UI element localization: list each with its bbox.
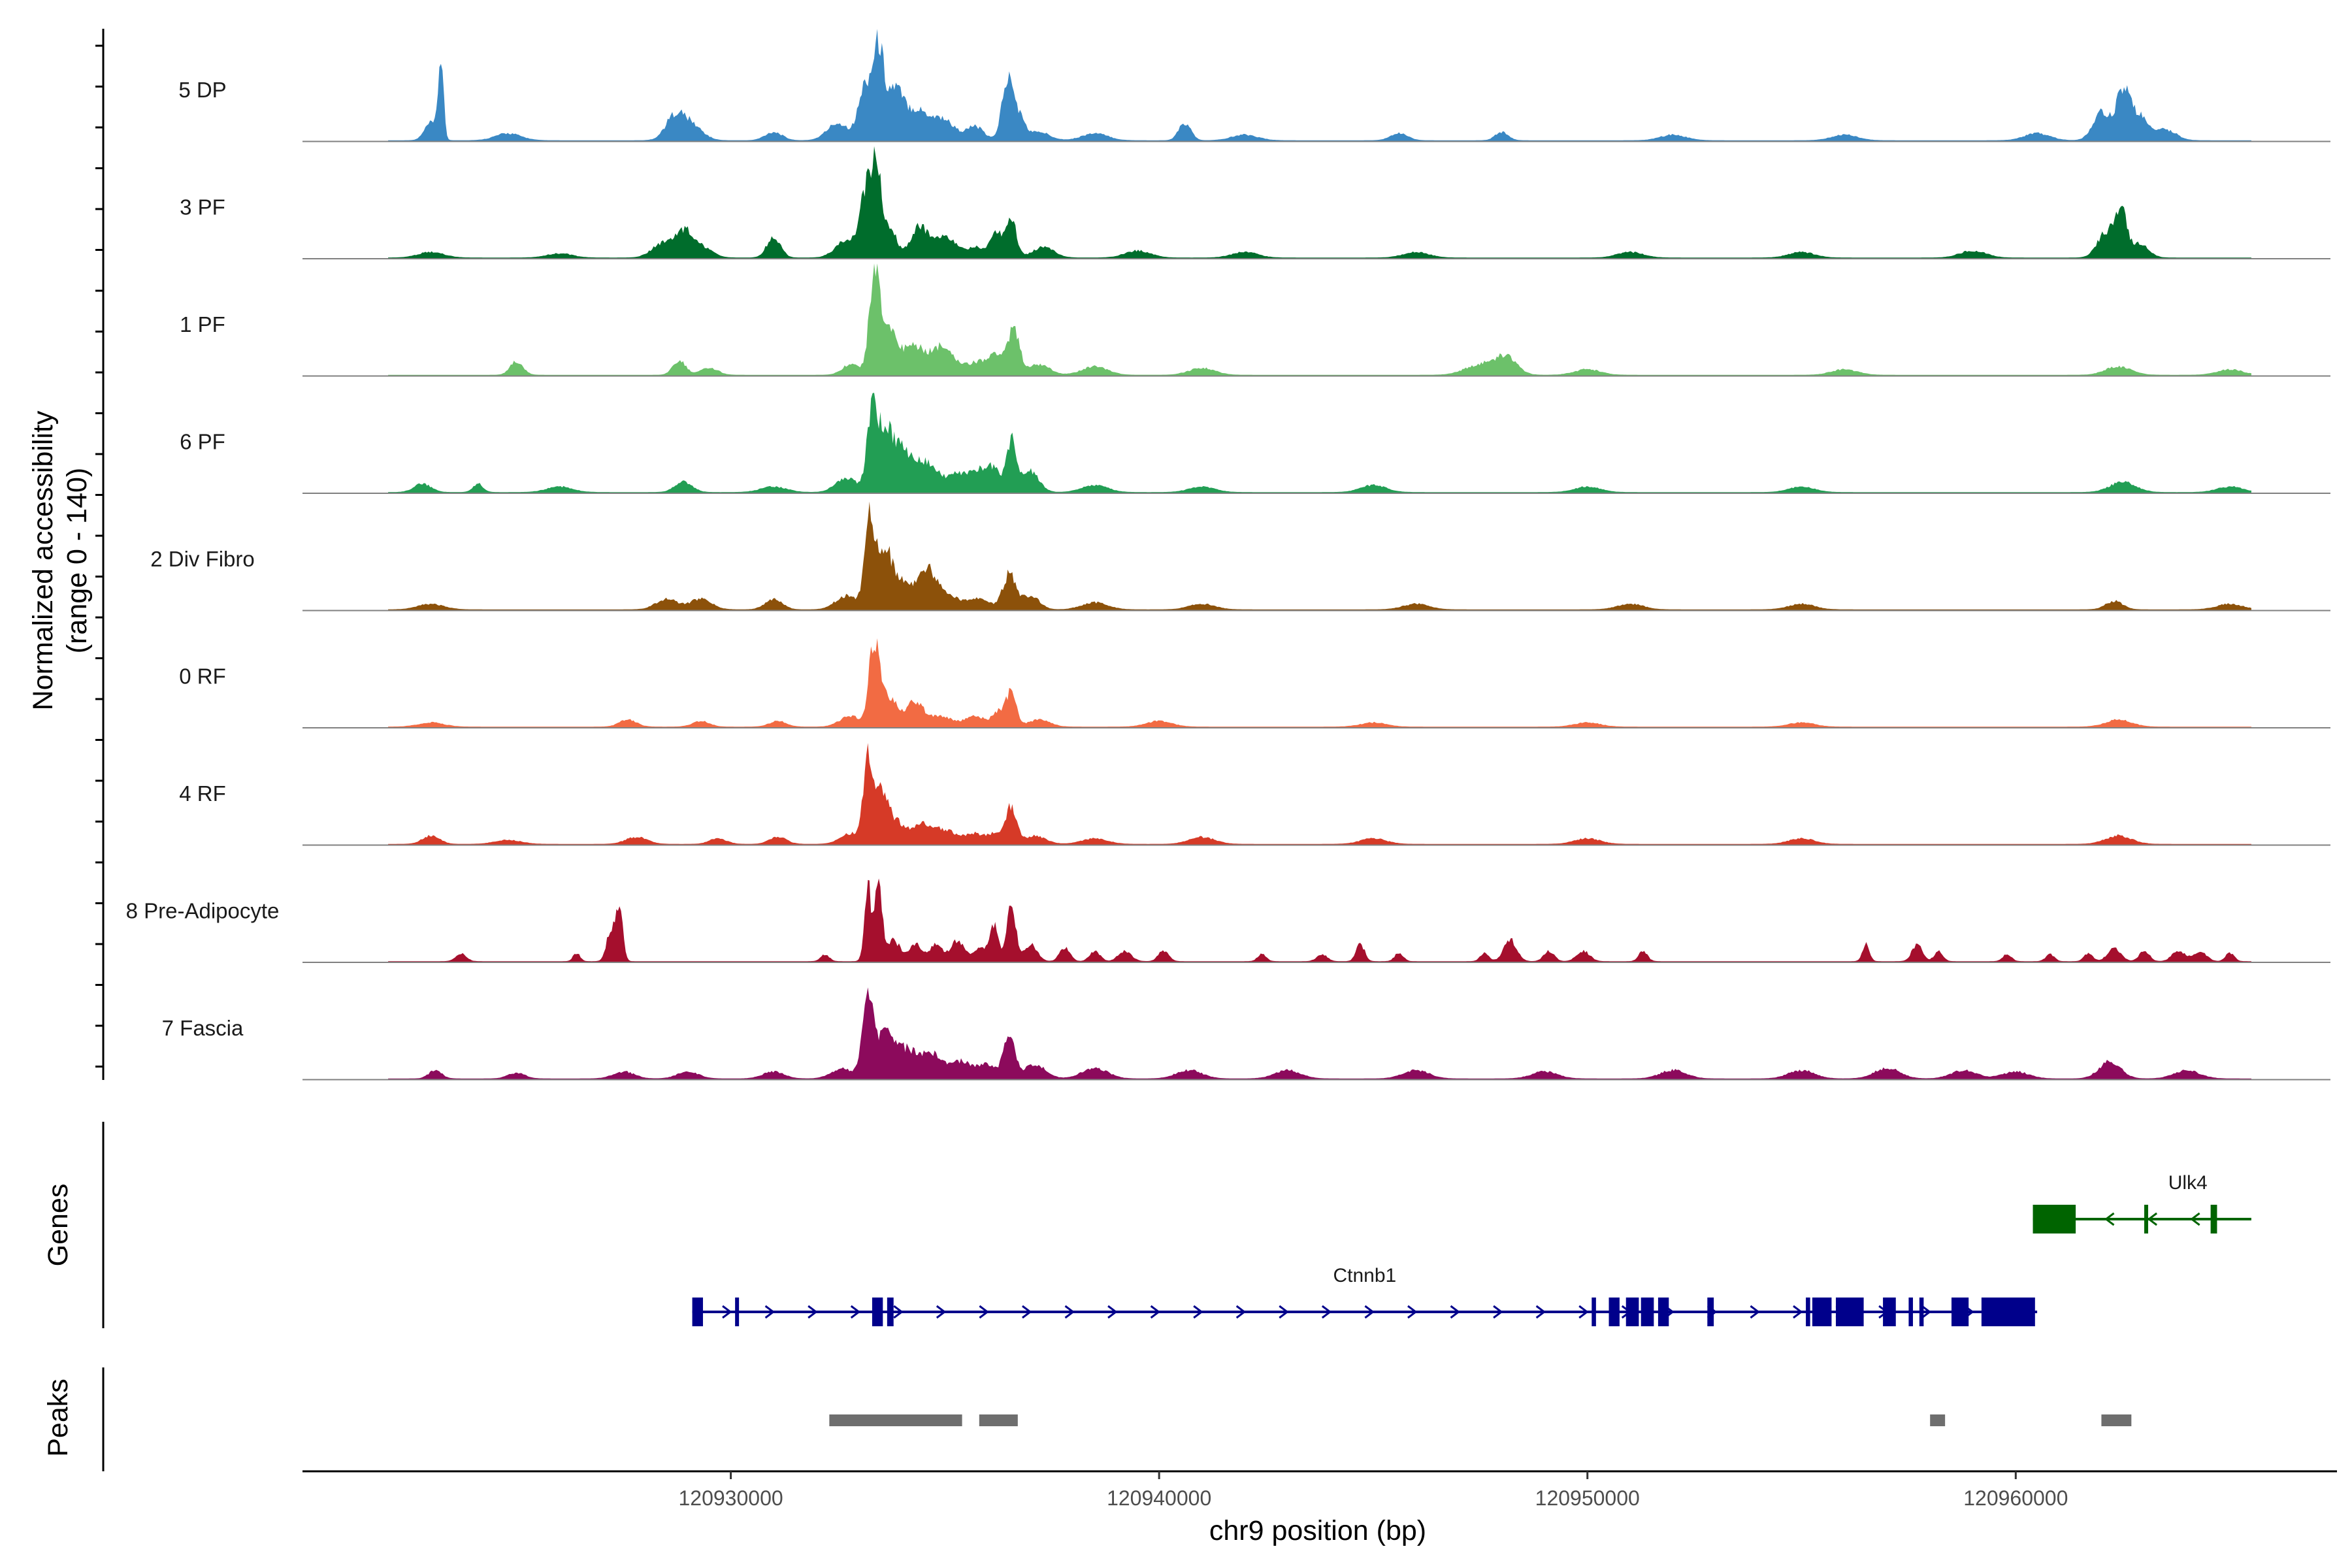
coverage-area	[388, 638, 2251, 728]
strand-arrow	[1450, 1305, 1461, 1319]
coverage-area	[388, 743, 2251, 845]
strand-arrow	[936, 1305, 947, 1319]
track-8-pre-adipocyte: 8 Pre-Adipocyte	[126, 878, 2330, 963]
gene-exon	[1592, 1298, 1596, 1326]
strand-arrow	[893, 1305, 904, 1319]
strand-arrow	[1364, 1305, 1375, 1319]
gene-exon	[1609, 1298, 1620, 1326]
strand-arrow	[1150, 1305, 1161, 1319]
gene-track: Ctnnb1 Ulk4	[692, 1172, 2251, 1326]
strand-arrow	[1578, 1305, 1589, 1319]
gene-exon	[872, 1298, 883, 1326]
x-axis: 120930000 120940000 120950000 120960000	[302, 1470, 2337, 1510]
strand-arrow	[1535, 1305, 1546, 1319]
x-tick-label: 120950000	[1535, 1486, 1640, 1510]
strand-arrow	[764, 1305, 776, 1319]
gene-exon	[1908, 1298, 1913, 1326]
left-axes	[95, 29, 105, 1471]
coverage-area	[388, 263, 2251, 376]
gene-exon	[735, 1298, 740, 1326]
x-tick-label: 120960000	[1963, 1486, 2068, 1510]
coverage-area	[388, 393, 2251, 493]
strand-arrow	[1321, 1305, 1332, 1319]
peaks-panel-title: Peaks	[42, 1379, 74, 1457]
gene-exon	[1951, 1298, 1969, 1326]
coverage-area	[388, 878, 2251, 962]
strand-arrow	[1022, 1305, 1032, 1319]
track-label: 1 PF	[180, 312, 225, 336]
track-7-fascia: 7 Fascia	[162, 987, 2330, 1081]
strand-arrow	[722, 1305, 732, 1319]
gene-exon	[1812, 1298, 1832, 1326]
coverage-area	[388, 29, 2251, 142]
strand-arrow	[2147, 1212, 2158, 1226]
strand-arrow	[850, 1305, 861, 1319]
genes-panel-title: Genes	[42, 1184, 74, 1267]
track-1-pf: 1 PF	[180, 263, 2330, 377]
y-axis-title-line2: (range 0 - 140)	[61, 468, 93, 653]
gene-exon	[1806, 1298, 1810, 1326]
x-axis-title: chr9 position (bp)	[1209, 1515, 1426, 1546]
gene-exon	[1625, 1298, 1639, 1326]
strand-arrow	[1279, 1305, 1289, 1319]
gene-label: Ulk4	[2168, 1172, 2208, 1194]
strand-arrow	[1193, 1305, 1203, 1319]
track-label: 2 Div Fibro	[150, 547, 255, 571]
strand-arrow	[1493, 1305, 1503, 1319]
strand-arrow	[1107, 1305, 1118, 1319]
gene-exon	[1981, 1298, 2035, 1326]
gene-exon	[1641, 1298, 1654, 1326]
gene-exon	[887, 1298, 894, 1326]
strand-arrow	[1793, 1305, 1803, 1319]
track-3-pf: 3 PF	[180, 146, 2330, 259]
gene-label: Ctnnb1	[1333, 1265, 1396, 1286]
gene-exon	[2210, 1205, 2217, 1233]
track-label: 0 RF	[179, 664, 226, 689]
strand-arrow	[1235, 1305, 1247, 1319]
strand-arrow	[1407, 1305, 1418, 1319]
track-label: 3 PF	[180, 195, 225, 220]
y-axis-title: Normalized accessibility (range 0 - 140)	[27, 410, 93, 710]
coverage-area	[388, 501, 2251, 611]
track-5-dp: 5 DP	[178, 29, 2330, 142]
gene-ctnnb1: Ctnnb1	[692, 1265, 2038, 1326]
gene-exon	[1919, 1298, 1924, 1326]
strand-arrow	[2190, 1212, 2200, 1226]
peak-track	[829, 1414, 2132, 1426]
x-tick-label: 120940000	[1107, 1486, 1211, 1510]
strand-arrow	[1750, 1305, 1760, 1319]
strand-arrow	[1064, 1305, 1075, 1319]
peak-region	[2101, 1414, 2132, 1426]
track-label: 8 Pre-Adipocyte	[126, 899, 280, 923]
strand-arrow	[1921, 1305, 1932, 1319]
track-6-pf: 6 PF	[180, 393, 2330, 494]
coverage-tracks: 5 DP 3 PF 1 PF 6 PF 2 Div Fibro 0 RF 4 RF 8 Pre…	[126, 29, 2330, 1081]
gene-exon	[1883, 1298, 1896, 1326]
track-4-rf: 4 RF	[179, 743, 2330, 846]
gene-exon	[1658, 1298, 1669, 1326]
gene-ulk4: Ulk4	[2033, 1172, 2251, 1233]
coverage-area	[388, 987, 2251, 1080]
gene-exon	[692, 1298, 703, 1326]
gene-exon	[2033, 1205, 2076, 1233]
x-tick-label: 120930000	[678, 1486, 783, 1510]
peak-region	[829, 1414, 962, 1426]
strand-arrow	[979, 1305, 989, 1319]
track-label: 6 PF	[180, 430, 225, 454]
coverage-area	[388, 146, 2251, 259]
peak-region	[1930, 1414, 1946, 1426]
gene-exon	[2144, 1205, 2148, 1233]
track-label: 5 DP	[178, 78, 226, 102]
gene-exon	[1707, 1298, 1714, 1326]
gene-exon	[1835, 1298, 1864, 1326]
peak-region	[979, 1414, 1018, 1426]
track-2-div-fibro: 2 Div Fibro	[150, 501, 2330, 612]
strand-arrow	[808, 1305, 818, 1319]
y-axis-title-line1: Normalized accessibility	[27, 410, 59, 710]
track-0-rf: 0 RF	[179, 638, 2330, 728]
track-label: 7 Fascia	[162, 1016, 244, 1040]
strand-arrow	[2104, 1212, 2115, 1226]
track-label: 4 RF	[179, 781, 226, 806]
